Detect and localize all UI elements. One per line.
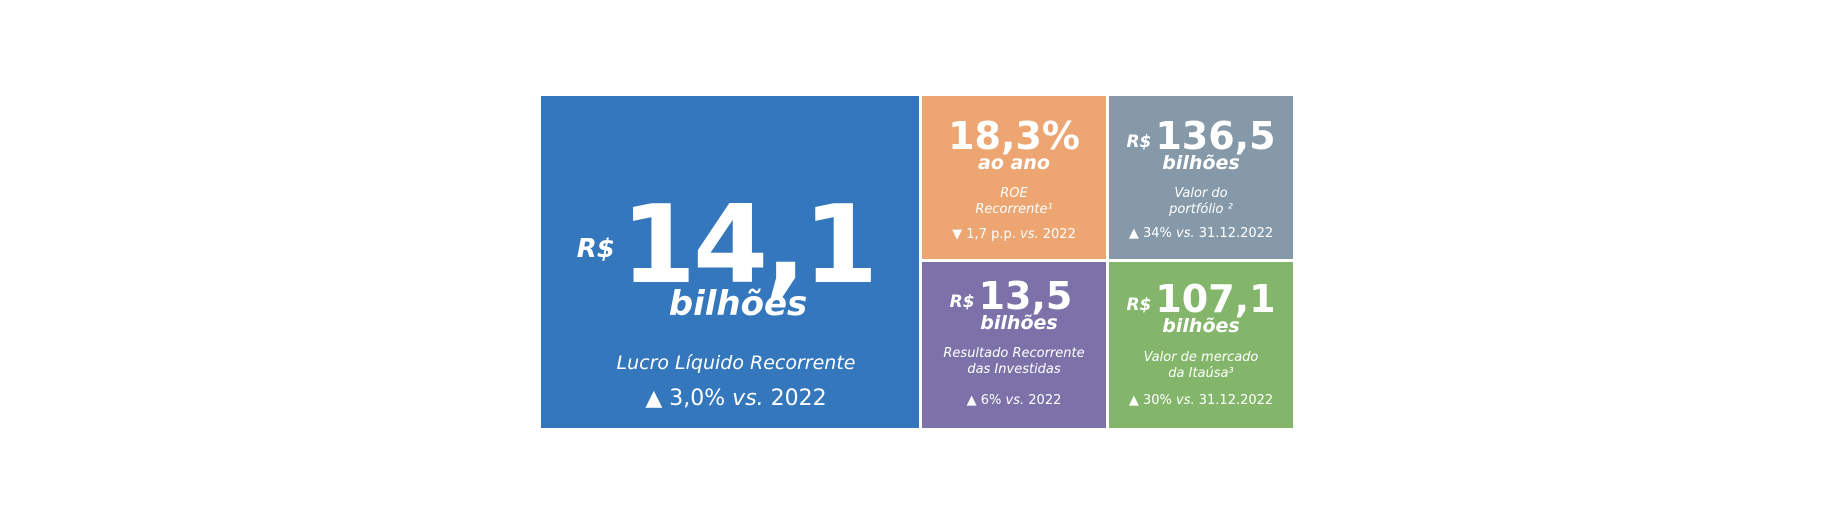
market-value-row: R$ 107,1 <box>1109 277 1293 321</box>
portfolio-value-row: R$ 136,5 <box>1109 114 1293 158</box>
roe-value: 18,3% <box>948 114 1080 158</box>
change-reference: 31.12.2022 <box>1198 392 1274 408</box>
roe-label: ROE Recorrente¹ <box>922 186 1106 219</box>
market-value: 107,1 <box>1155 277 1276 321</box>
market-label-line2: da Itaúsa³ <box>1168 366 1234 382</box>
net-income-tile: R$ 14,1 bilhões Lucro Líquido Recorrente… <box>541 96 919 428</box>
investees-change: ▲ 6% vs. 2022 <box>922 393 1106 408</box>
roe-change: ▼ 1,7 p.p. vs. 2022 <box>922 227 1106 242</box>
market-label-line1: Valor de mercado <box>1143 350 1259 365</box>
vs-label: vs. <box>1176 392 1195 408</box>
currency-symbol: R$ <box>576 234 615 264</box>
investees-value: 13,5 <box>978 274 1073 318</box>
market-label: Valor de mercado da Itaúsa³ <box>1109 350 1293 383</box>
net-income-unit: bilhões <box>668 284 808 324</box>
down-arrow-icon: ▼ <box>952 226 963 242</box>
net-income-value: 14,1 <box>620 183 878 308</box>
change-reference: 2022 <box>1042 226 1076 242</box>
market-value-tile: R$ 107,1 bilhões Valor de mercado da Ita… <box>1109 262 1293 428</box>
market-unit: bilhões <box>1162 315 1240 337</box>
vs-label: vs. <box>1005 392 1025 408</box>
change-value: 1,7 p.p. <box>966 226 1016 242</box>
market-change: ▲ 30% vs. 31.12.2022 <box>1109 393 1293 408</box>
net-income-change: ▲ 3,0% vs. 2022 <box>553 386 919 411</box>
roe-unit: ao ano <box>978 152 1050 174</box>
up-arrow-icon: ▲ <box>1128 225 1139 241</box>
investees-unit: bilhões <box>980 312 1058 334</box>
net-income-label: Lucro Líquido Recorrente <box>616 352 856 374</box>
portfolio-value-tile: R$ 136,5 bilhões Valor do portfólio ² ▲ … <box>1109 96 1293 259</box>
portfolio-label-line1: Valor do <box>1174 186 1228 201</box>
vs-label: vs. <box>1020 226 1039 242</box>
investees-label-line1: Resultado Recorrente <box>943 346 1085 361</box>
roe-label-line1: ROE <box>1000 186 1028 201</box>
roe-value-row: 18,3% <box>922 114 1106 158</box>
investees-result-tile: R$ 13,5 bilhões Resultado Recorrente das… <box>922 262 1106 428</box>
currency-symbol: R$ <box>949 292 975 312</box>
change-value: 34% <box>1142 225 1172 241</box>
currency-symbol: R$ <box>1126 295 1152 315</box>
investees-label-line2: das Investidas <box>967 362 1061 378</box>
roe-tile: 18,3% ao ano ROE Recorrente¹ ▼ 1,7 p.p. … <box>922 96 1106 259</box>
portfolio-label-line2: portfólio ² <box>1169 202 1233 218</box>
vs-label: vs. <box>732 385 764 411</box>
net-income-value-row: R$ 14,1 <box>533 148 919 308</box>
portfolio-change: ▲ 34% vs. 31.12.2022 <box>1109 226 1293 241</box>
up-arrow-icon: ▲ <box>645 385 663 411</box>
portfolio-unit: bilhões <box>1162 152 1240 174</box>
change-reference: 31.12.2022 <box>1198 225 1274 241</box>
vs-label: vs. <box>1176 225 1195 241</box>
change-reference: 2022 <box>770 385 827 411</box>
change-reference: 2022 <box>1028 392 1062 408</box>
portfolio-value: 136,5 <box>1155 114 1276 158</box>
up-arrow-icon: ▲ <box>1128 392 1139 408</box>
change-value: 3,0% <box>669 385 726 411</box>
currency-symbol: R$ <box>1126 132 1152 152</box>
roe-label-line2: Recorrente¹ <box>975 202 1053 218</box>
portfolio-label: Valor do portfólio ² <box>1109 186 1293 219</box>
investees-label: Resultado Recorrente das Investidas <box>922 346 1106 379</box>
change-value: 30% <box>1142 392 1172 408</box>
change-value: 6% <box>980 392 1002 408</box>
up-arrow-icon: ▲ <box>966 392 977 408</box>
investees-value-row: R$ 13,5 <box>922 274 1100 318</box>
